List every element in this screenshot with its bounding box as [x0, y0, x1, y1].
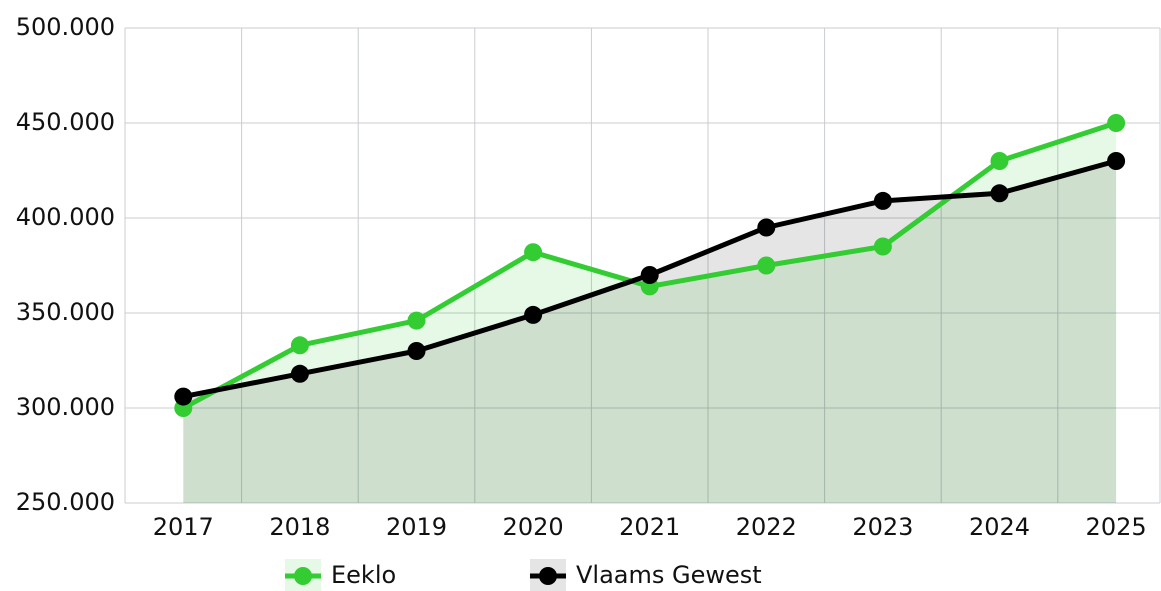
point — [407, 342, 426, 360]
point — [174, 387, 193, 406]
y-tick-label: 250.000 — [16, 488, 115, 516]
point — [1107, 114, 1126, 132]
x-tick-label: 2021 — [619, 513, 680, 541]
point — [990, 152, 1009, 170]
legend-label: Vlaams Gewest — [576, 561, 762, 589]
y-tick-label: 400.000 — [16, 203, 115, 231]
point — [990, 184, 1009, 203]
legend-marker — [539, 567, 557, 585]
legend-label: Eeklo — [331, 561, 396, 589]
x-tick-label: 2023 — [852, 513, 913, 541]
point — [640, 266, 659, 284]
legend-marker — [294, 567, 312, 585]
x-tick-label: 2017 — [153, 513, 214, 541]
point — [757, 256, 776, 275]
y-tick-label: 350.000 — [16, 298, 115, 326]
x-tick-label: 2019 — [386, 513, 447, 541]
point — [407, 311, 426, 330]
x-tick-label: 2018 — [269, 513, 330, 541]
point — [873, 191, 892, 210]
point — [290, 336, 309, 355]
point — [1107, 152, 1126, 170]
x-tick-label: 2024 — [969, 513, 1030, 541]
point — [757, 218, 776, 237]
y-tick-label: 300.000 — [16, 393, 115, 421]
x-tick-label: 2022 — [736, 513, 797, 541]
point — [524, 305, 543, 324]
x-tick-label: 2020 — [503, 513, 564, 541]
point — [524, 243, 543, 262]
area — [183, 161, 1117, 503]
point — [290, 364, 309, 383]
area — [183, 123, 1117, 503]
point — [873, 237, 892, 256]
y-tick-label: 450.000 — [16, 108, 115, 136]
y-tick-label: 500.000 — [16, 13, 115, 41]
x-tick-label: 2025 — [1086, 513, 1147, 541]
